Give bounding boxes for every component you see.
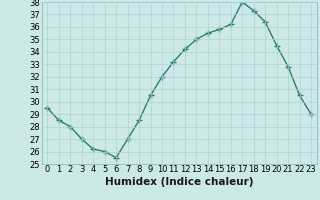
- X-axis label: Humidex (Indice chaleur): Humidex (Indice chaleur): [105, 177, 253, 187]
